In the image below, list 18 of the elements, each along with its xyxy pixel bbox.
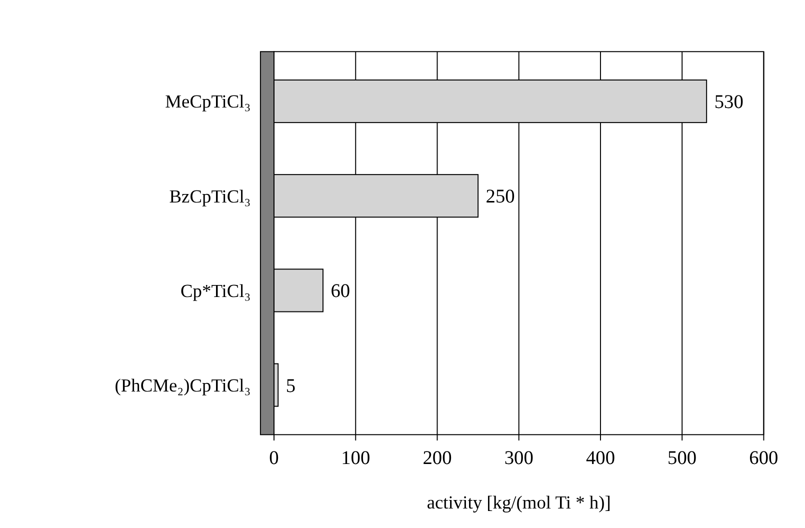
y-tick-label: MeCpTiCl₃	[165, 92, 251, 112]
data-label: 530	[714, 92, 744, 114]
x-tick-label: 600	[749, 448, 778, 469]
x-tick-label: 0	[269, 448, 279, 469]
x-tick-label: 100	[341, 448, 370, 469]
data-label: 250	[486, 186, 515, 208]
y-tick-label: BzCpTiCl₃	[169, 186, 251, 206]
bar	[274, 268, 324, 312]
bar	[274, 363, 279, 407]
data-label: 5	[286, 376, 296, 397]
x-tick-label: 300	[504, 448, 534, 469]
x-tick-label: 500	[668, 448, 697, 469]
y-tick-label: (PhCMe₂)CpTiCl₃	[114, 375, 251, 396]
x-tick-label: 200	[422, 448, 452, 469]
x-tick-label: 400	[586, 448, 616, 469]
data-label: 60	[330, 281, 350, 302]
x-axis-title: activity [kg/(mol Ti * h)]	[426, 492, 611, 512]
y-tick-label: Cp*TiCl₃	[180, 280, 251, 301]
